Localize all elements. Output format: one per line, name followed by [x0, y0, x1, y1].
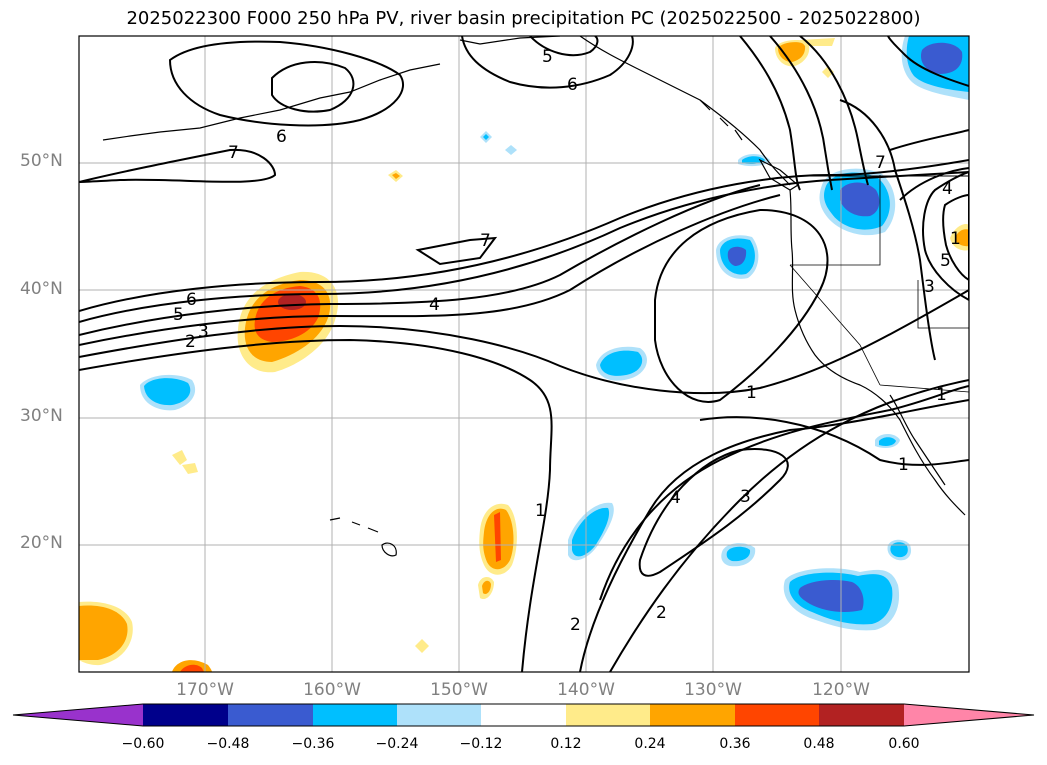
colorbar-bin: [819, 704, 904, 726]
contour-labels: 5 6 7 6 7 6 5 3 2 4 7 1 1 1 4 3 2 2 1 4 …: [173, 47, 961, 635]
lon-label-140w: 140°W: [557, 680, 615, 700]
contour-label: 1: [535, 501, 546, 521]
colorbar-extend-low: [13, 704, 143, 726]
colorbar-bin: [313, 704, 397, 726]
contour-label: 3: [198, 322, 209, 342]
contour-label: 4: [942, 179, 953, 199]
lon-label-160w: 160°W: [303, 680, 361, 700]
lat-label-20n: 20°N: [20, 533, 63, 553]
contour-label: 5: [940, 251, 951, 271]
lon-label-170w: 170°W: [176, 680, 234, 700]
map-plot-area: 5 6 7 6 7 6 5 3 2 4 7 1 1 1 4 3 2 2 1 4 …: [79, 36, 969, 672]
colorbar-extend-high: [904, 704, 1034, 726]
lat-label-40n: 40°N: [20, 279, 63, 299]
colorbar-bin: [566, 704, 650, 726]
contour-label: 6: [186, 290, 197, 310]
colorbar-tick-label: −0.24: [375, 736, 419, 752]
colorbar-bin: [481, 704, 566, 726]
colorbar-tick-label: 0.36: [719, 736, 751, 752]
contour-label: 7: [480, 231, 491, 251]
colorbar-tick-label: −0.48: [206, 736, 250, 752]
contour-label: 2: [656, 603, 667, 623]
lon-label-130w: 130°W: [684, 680, 742, 700]
contour-label: 2: [185, 332, 196, 352]
contour-label: 1: [746, 383, 757, 403]
colorbar-bin: [143, 704, 228, 726]
colorbar-bin: [735, 704, 819, 726]
contour-label: 1: [898, 455, 909, 475]
map-title: 2025022300 F000 250 hPa PV, river basin …: [126, 8, 921, 29]
colorbar-tick-label: 0.24: [634, 736, 666, 752]
contour-label: 6: [276, 127, 287, 147]
colorbar-tick-label: −0.60: [121, 736, 165, 752]
contour-label: 5: [542, 47, 553, 67]
colorbar-tick-label: 0.12: [550, 736, 582, 752]
colorbar-tick-label: −0.12: [459, 736, 503, 752]
precipitation-shading: [79, 36, 969, 672]
colorbar-tick-label: 0.48: [803, 736, 835, 752]
contour-label: 2: [570, 615, 581, 635]
contour-label: 4: [670, 488, 681, 508]
contour-label: 4: [429, 295, 440, 315]
map-frame: [78, 35, 970, 673]
lat-label-50n: 50°N: [20, 151, 63, 171]
contour-label: 6: [567, 75, 578, 95]
contour-label: 1: [950, 229, 961, 249]
contour-label: 7: [228, 143, 239, 163]
colorbar-tick-label: 0.60: [888, 736, 920, 752]
pv-contours: [79, 36, 969, 672]
contour-label: 1: [936, 385, 947, 405]
colorbar: [12, 703, 1035, 727]
colorbar-bin: [228, 704, 313, 726]
colorbar-tick-label: −0.36: [291, 736, 335, 752]
contour-label: 5: [173, 305, 184, 325]
contour-label: 3: [740, 487, 751, 507]
colorbar-bin: [397, 704, 481, 726]
lon-label-150w: 150°W: [430, 680, 488, 700]
lon-label-120w: 120°W: [812, 680, 870, 700]
colorbar-bin: [650, 704, 735, 726]
lat-label-30n: 30°N: [20, 406, 63, 426]
contour-label: 7: [875, 153, 886, 173]
contour-label: 3: [924, 277, 935, 297]
